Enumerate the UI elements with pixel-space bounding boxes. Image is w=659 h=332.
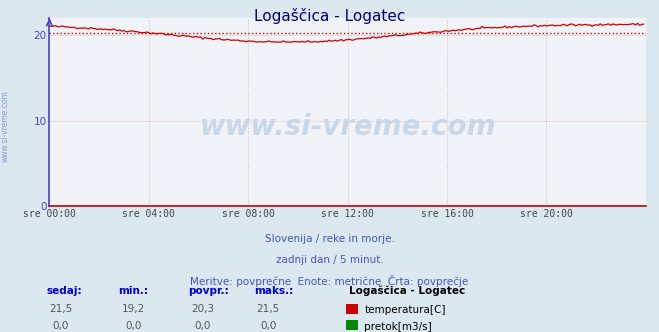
Text: Meritve: povprečne  Enote: metrične  Črta: povprečje: Meritve: povprečne Enote: metrične Črta:… (190, 275, 469, 287)
Text: 0,0: 0,0 (125, 321, 141, 331)
Text: 0,0: 0,0 (194, 321, 210, 331)
Text: 19,2: 19,2 (121, 304, 145, 314)
Text: Logaščica - Logatec: Logaščica - Logatec (254, 8, 405, 24)
Text: Slovenija / reke in morje.: Slovenija / reke in morje. (264, 234, 395, 244)
Text: 0,0: 0,0 (53, 321, 69, 331)
Text: pretok[m3/s]: pretok[m3/s] (364, 322, 432, 332)
Text: 20,3: 20,3 (190, 304, 214, 314)
Text: min.:: min.: (119, 286, 149, 296)
Text: 21,5: 21,5 (49, 304, 72, 314)
Text: 21,5: 21,5 (256, 304, 280, 314)
Text: povpr.:: povpr.: (188, 286, 229, 296)
Text: 0,0: 0,0 (260, 321, 276, 331)
Text: temperatura[C]: temperatura[C] (364, 305, 446, 315)
Text: zadnji dan / 5 minut.: zadnji dan / 5 minut. (275, 255, 384, 265)
Text: maks.:: maks.: (254, 286, 293, 296)
Text: sedaj:: sedaj: (46, 286, 82, 296)
Text: www.si-vreme.com: www.si-vreme.com (200, 113, 496, 141)
Text: Logaščica - Logatec: Logaščica - Logatec (349, 285, 465, 296)
Text: www.si-vreme.com: www.si-vreme.com (1, 90, 10, 162)
